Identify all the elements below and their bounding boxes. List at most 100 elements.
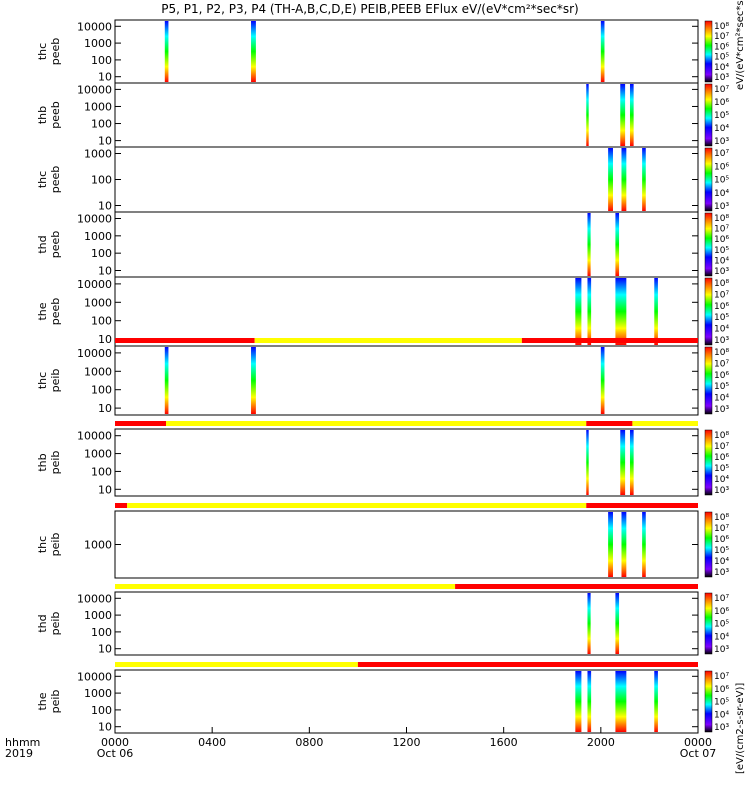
colorbar-tick-label: 10⁵ [714,464,729,474]
colorbar-tick-label: 10⁴ [714,557,729,567]
colorbar-tick-label: 10⁶ [714,235,729,245]
spectrogram-burst [629,84,634,146]
colorbar-tick-label: 10³ [714,723,729,733]
panel-instrument-label: peib [49,533,62,557]
panel-frame [114,82,699,148]
spectrogram-burst [586,430,589,495]
colorbar-tick-label: 10⁵ [714,176,729,186]
spectrogram-burst [642,148,646,211]
colorbar-tick-label: 10⁷ [714,290,729,300]
y-tick-label: 100 [91,118,112,131]
panel-frame [114,211,699,278]
x-tick-label: 0400 [198,736,226,749]
y-tick-label: 10000 [77,430,112,443]
y-tick-label: 1000 [84,296,112,309]
y-tick-label: 1000 [84,448,112,461]
y-tick-label: 10 [98,483,112,496]
spectrogram-burst [608,148,613,211]
spectrogram-burst [586,84,589,146]
colorbar-tick-label: 10⁶ [714,42,729,52]
y-tick-label: 10 [98,402,112,415]
x-tick-label: 1600 [490,736,518,749]
colorbar-tick-label: 10⁸ [714,279,729,289]
figure-title: P5, P1, P2, P3, P4 (TH-A,B,C,D,E) PEIB,P… [161,2,578,16]
spectrogram-burst [621,148,627,211]
colorbar-tick-label: 10⁶ [714,162,729,172]
panel-probe-label: thc [36,372,49,389]
status-bar-segment [357,662,698,667]
spectrogram-burst [164,347,169,414]
spectrogram-burst [642,512,646,577]
status-bar-segment [115,584,456,589]
colorbar-tick-label: 10⁷ [714,359,729,369]
status-bar-segment [115,421,167,426]
status-bar-segment [632,421,698,426]
status-bar-segment [521,338,698,343]
colorbar [704,346,713,415]
y-tick-label: 1000 [84,687,112,700]
y-tick-label: 10000 [77,670,112,683]
spectrogram-burst [615,593,620,654]
colorbar-tick-label: 10⁴ [714,710,729,720]
y-tick-label: 10 [98,721,112,734]
panel-instrument-label: peeb [49,38,62,66]
x-tick-date-label: Oct 06 [97,747,134,760]
spectrogram-burst [587,278,592,345]
panel-frame [114,669,699,734]
y-tick-label: 10 [98,333,112,346]
y-tick-label: 10000 [77,20,112,33]
colorbar-tick-label: 10⁸ [714,431,729,441]
colorbar-tick-label: 10³ [714,405,729,415]
status-bar-segment [115,662,358,667]
y-tick-label: 10 [98,71,112,84]
colorbar-tick-label: 10⁴ [714,124,729,134]
x-tick-label: 0000 [684,736,712,749]
panel-probe-label: thc [36,43,49,60]
panel-instrument-label: peib [49,451,62,475]
spectrogram-burst [621,512,627,577]
colorbar-tick-label: 10⁷ [714,85,729,95]
panel-probe-label: thb [36,106,49,124]
spectrogram-burst [251,21,256,82]
colorbar [704,592,713,655]
spectrogram-burst [615,213,620,276]
colorbar-tick-label: 10³ [714,73,729,83]
colorbar [704,83,713,147]
colorbar-tick-label: 10⁴ [714,189,729,199]
colorbar-tick-label: 10⁷ [714,225,729,235]
spectrogram-burst [615,278,627,345]
panel-3: 1000 100 10 thc peeb 10⁷ 10⁶ 10⁵ 10⁴ 10³ [36,146,729,213]
panel-9: 10000 1000 100 10 thd peib 10⁷ 10⁶ 10⁵ 10⁴ 10³ [36,584,729,656]
status-bar-segment [455,584,698,589]
panel-probe-label: thc [36,171,49,188]
panel-instrument-label: peeb [49,166,62,194]
panel-instrument-label: peeb [49,298,62,326]
colorbar-tick-label: 10⁵ [714,620,729,630]
colorbar-tick-label: 10⁷ [714,524,729,534]
spectrogram-burst [654,278,658,345]
colorbar-tick-label: 10⁴ [714,325,729,335]
y-tick-label: 10000 [77,278,112,291]
colorbar-tick-label: 10⁶ [714,98,729,108]
colorbar-label: [eV/(cm2-s-sr-eV)] [735,683,746,774]
panel-frame [114,345,699,416]
y-tick-label: 100 [91,384,112,397]
colorbar [704,277,713,346]
y-tick-label: 1000 [84,365,112,378]
y-tick-label: 1000 [84,148,112,161]
spectrogram-burst [620,84,626,146]
colorbar-tick-label: 10⁶ [714,371,729,381]
spectrogram-burst [654,671,658,732]
y-tick-label: 1000 [84,609,112,622]
colorbar-tick-label: 10⁵ [714,53,729,63]
colorbar-tick-label: 10³ [714,202,729,212]
colorbar-tick-label: 10⁶ [714,302,729,312]
colorbar-tick-label: 10³ [714,137,729,147]
colorbar-tick-label: 10⁷ [714,672,729,682]
y-tick-label: 10000 [77,347,112,360]
colorbar-tick-label: 10³ [714,267,729,277]
panel-probe-label: thd [36,235,49,253]
x-tick-label: 1200 [393,736,421,749]
y-tick-label: 10000 [77,213,112,226]
colorbar-tick-label: 10⁴ [714,394,729,404]
